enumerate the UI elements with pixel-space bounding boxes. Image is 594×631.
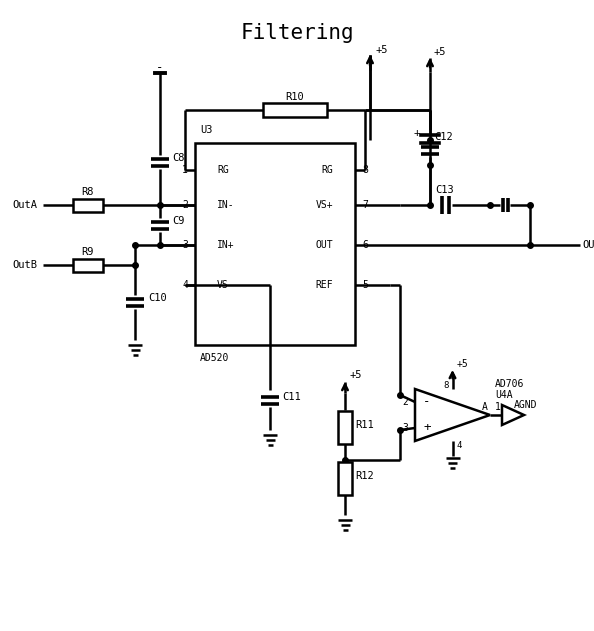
Text: OUT: OUT [315, 240, 333, 250]
Text: 1: 1 [182, 165, 188, 175]
Text: 6: 6 [362, 240, 368, 250]
Text: RG: RG [217, 165, 229, 175]
Text: R10: R10 [286, 92, 304, 102]
Text: 8: 8 [443, 382, 448, 391]
Text: 4: 4 [182, 280, 188, 290]
Bar [73, 259, 103, 271]
Text: OutA: OutA [12, 200, 37, 210]
Bar [263, 103, 327, 117]
Text: 7: 7 [362, 200, 368, 210]
Text: C10: C10 [148, 293, 167, 303]
Text: C9: C9 [172, 216, 185, 226]
Text: 2: 2 [402, 397, 408, 407]
Text: C8: C8 [172, 153, 185, 163]
Text: VS-: VS- [217, 280, 235, 290]
Text: IN-: IN- [217, 200, 235, 210]
Text: OutB: OutB [12, 260, 37, 270]
Bar [73, 199, 103, 211]
Text: C11: C11 [282, 392, 301, 402]
Text: 3: 3 [182, 240, 188, 250]
Text: U3: U3 [200, 125, 213, 135]
Text: -: - [156, 61, 164, 74]
Text: 5: 5 [362, 280, 368, 290]
Text: 3: 3 [402, 423, 408, 433]
Text: U4A: U4A [495, 390, 513, 400]
Text: Filtering: Filtering [240, 23, 354, 43]
Text: 1: 1 [495, 402, 501, 412]
Text: OUTPUT1: OUTPUT1 [582, 240, 594, 250]
Text: R9: R9 [82, 247, 94, 257]
Text: +5: +5 [375, 45, 387, 55]
Text: AGND: AGND [514, 400, 538, 410]
Text: +5: +5 [457, 359, 468, 369]
Text: R8: R8 [82, 187, 94, 197]
Text: REF: REF [315, 280, 333, 290]
Text: +: + [413, 128, 420, 138]
Text: +: + [424, 422, 431, 435]
Bar [338, 411, 352, 444]
Text: R12: R12 [355, 471, 374, 481]
Text: A: A [482, 402, 488, 412]
Text: -: - [424, 396, 431, 408]
Text: RG: RG [321, 165, 333, 175]
Text: 8: 8 [362, 165, 368, 175]
Text: IN+: IN+ [217, 240, 235, 250]
Bar [195, 143, 355, 345]
Text: AD520: AD520 [200, 353, 229, 363]
Text: C12: C12 [434, 132, 453, 142]
Text: +5: +5 [434, 47, 447, 57]
Text: C13: C13 [435, 185, 454, 195]
Text: AD706: AD706 [495, 379, 525, 389]
Text: +5: +5 [349, 370, 362, 380]
Text: 4: 4 [457, 442, 462, 451]
Text: R11: R11 [355, 420, 374, 430]
Bar [338, 461, 352, 495]
Text: 2: 2 [182, 200, 188, 210]
Text: VS+: VS+ [315, 200, 333, 210]
